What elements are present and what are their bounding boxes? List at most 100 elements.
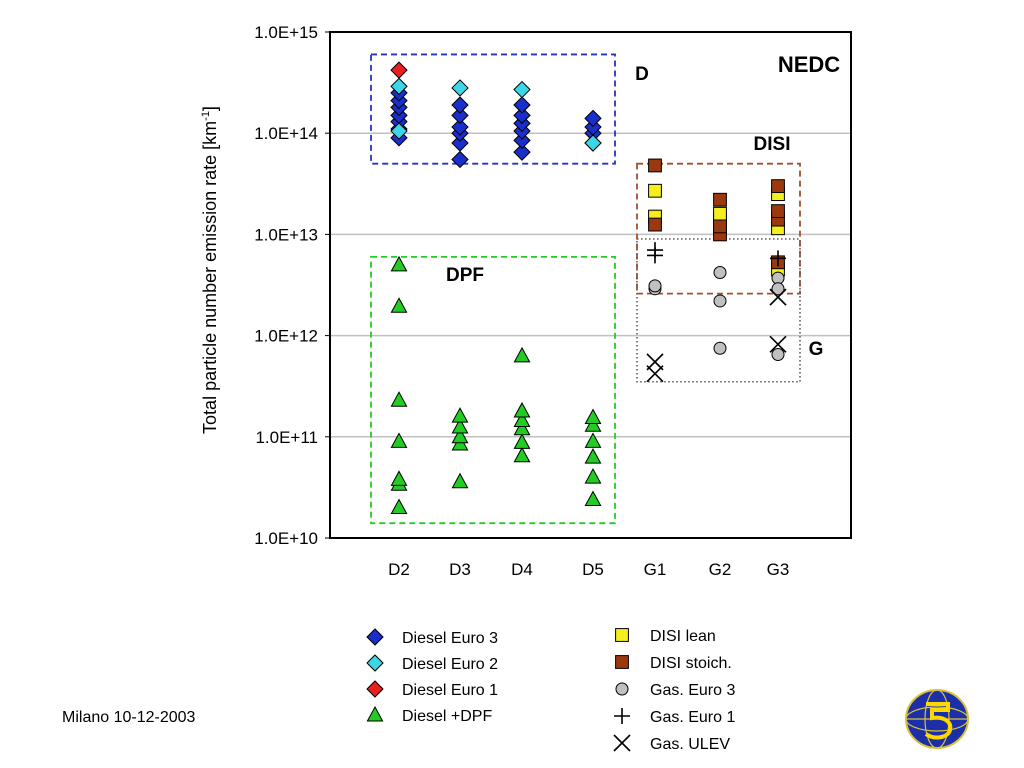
legend: Diesel Euro 3 Diesel Euro 2 Diesel Euro 1 D… [366,628,735,753]
legend-label: DISI stoich. [650,655,732,672]
y-tick-label: 1.0E+10 [254,529,318,548]
marker-diesel-euro-3 [513,143,531,161]
legend-marker [366,654,384,672]
marker-gas-euro-1 [647,242,663,259]
marker-diesel-dpf [584,468,602,484]
marker-gas-euro-3 [713,294,727,308]
legend-label: Gas. Euro 3 [650,682,735,699]
marker-gas-euro-3 [648,279,662,293]
plot-frame [329,31,852,539]
legend-marker [366,680,384,698]
x-tick-label: D3 [449,560,471,579]
marker-diesel-euro-3 [513,106,531,125]
marker-diesel-euro-2 [390,122,408,140]
marker-diesel-euro-3 [451,150,469,169]
marker-disi-stoich [648,158,662,173]
marker-diesel-euro-2 [390,77,408,96]
institution-logo [905,689,969,749]
marker-diesel-euro-3 [513,96,531,114]
marker-disi-stoich [771,204,785,218]
marker-gas-euro-3 [771,282,785,296]
marker-disi-lean [648,183,662,198]
region-label: DPF [446,265,484,286]
marker-gas-ulev [769,288,787,306]
x-tick-label: G3 [767,560,790,579]
y-tick-label: 1.0E+11 [255,428,318,447]
legend-label: Gas. Euro 1 [650,709,735,726]
marker-gas-euro-3 [713,266,727,280]
marker-diesel-dpf [513,401,531,418]
marker-diesel-dpf [513,446,531,463]
marker-diesel-dpf [513,419,531,436]
marker-gas-euro-1 [770,250,786,267]
marker-diesel-dpf [451,472,469,489]
legend-label: DISI lean [650,628,716,645]
legend-marker [614,708,630,724]
region-box [370,53,616,165]
marker-diesel-dpf [390,470,408,486]
y-tick-label: 1.0E+12 [254,327,318,346]
y-tick-label: 1.0E+14 [254,124,318,143]
x-tick-label: G1 [644,560,667,579]
legend-marker [366,628,384,646]
region-label: DISI [754,134,791,155]
marker-disi-stoich [771,179,785,194]
legend-label: Diesel Euro 3 [402,630,498,647]
marker-diesel-euro-3 [451,106,469,125]
x-tick-label: G2 [709,560,732,579]
legend-label: Diesel +DPF [402,708,492,725]
marker-diesel-dpf [390,391,408,407]
marker-gas-euro-3 [713,341,727,355]
marker-diesel-dpf [584,490,602,507]
marker-diesel-euro-3 [451,118,469,136]
marker-diesel-euro-3 [451,96,469,114]
legend-label: Gas. ULEV [650,736,730,753]
footer-date: Milano 10-12-2003 [62,709,196,726]
marker-diesel-euro-3 [584,109,602,128]
chart-title: NEDC [778,52,840,77]
region-box [370,255,616,525]
x-tick-label: D4 [511,560,533,579]
y-tick-label: 1.0E+13 [254,225,318,244]
marker-diesel-euro-1 [390,61,408,79]
marker-gas-euro-3 [771,271,785,285]
legend-marker [613,734,631,752]
region-label: G [809,339,824,360]
marker-diesel-dpf [584,448,602,464]
marker-diesel-dpf [451,407,469,423]
region-boxes: D DPF DISI G [370,53,824,525]
marker-gas-ulev [646,365,664,383]
marker-diesel-dpf [451,417,469,434]
data-markers [390,61,787,515]
x-tick-label: D2 [388,560,410,579]
marker-diesel-dpf [390,255,408,272]
marker-diesel-dpf [584,408,602,425]
legend-marker [366,705,384,722]
marker-gas-ulev [769,335,787,353]
marker-diesel-dpf [390,297,408,313]
marker-diesel-dpf [390,432,408,448]
marker-diesel-euro-3 [513,131,531,150]
marker-disi-lean [713,206,727,221]
marker-disi-stoich [648,217,662,232]
y-axis-label: Total particle number emission rate [km-… [200,106,220,434]
marker-gas-ulev [646,353,664,371]
marker-disi-stoich [713,192,727,207]
marker-diesel-dpf [584,416,602,432]
legend-label: Diesel Euro 2 [402,656,498,673]
legend-marker [615,628,629,642]
legend-marker [615,655,629,669]
marker-disi-stoich [713,219,727,234]
marker-diesel-dpf [513,433,531,449]
marker-diesel-dpf [513,411,531,427]
region-label: D [635,64,649,85]
marker-diesel-euro-2 [513,80,531,99]
marker-diesel-euro-2 [584,134,602,152]
marker-diesel-euro-2 [451,79,469,97]
axes: 1.0E+10 1.0E+11 1.0E+12 1.0E+13 1.0E+14 1.0E+… [254,23,789,579]
marker-diesel-euro-3 [451,134,469,152]
legend-label: Diesel Euro 1 [402,682,498,699]
region-box [636,162,801,295]
